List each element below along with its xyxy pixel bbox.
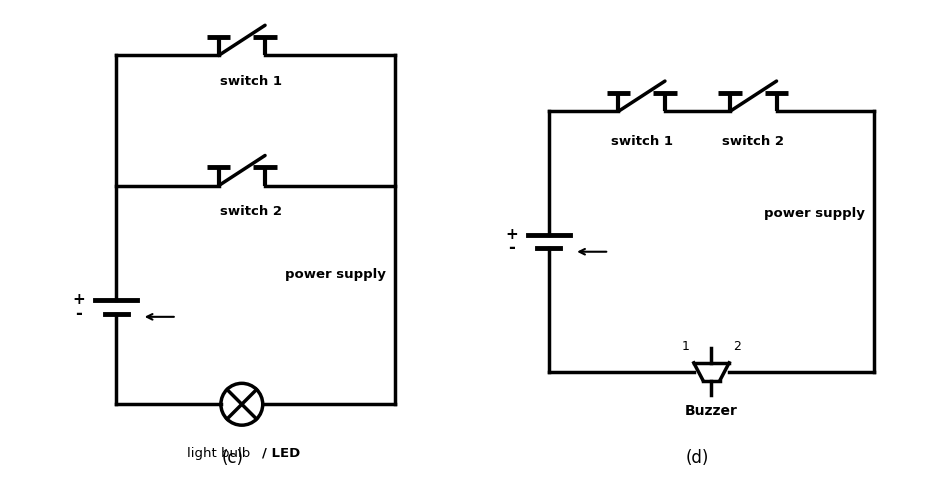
Text: (d): (d) [685,449,710,467]
Text: switch 1: switch 1 [220,74,282,87]
Text: switch 2: switch 2 [723,135,784,148]
Text: +: + [505,227,518,242]
Text: 2: 2 [733,340,741,353]
Text: power supply: power supply [286,268,386,281]
Text: -: - [75,305,83,323]
Text: light bulb: light bulb [187,447,250,460]
Text: +: + [73,292,86,307]
Text: -: - [508,240,515,257]
Text: (c): (c) [221,449,244,467]
Text: / LED: / LED [262,447,300,460]
Text: Buzzer: Buzzer [685,404,737,418]
Text: switch 2: switch 2 [220,205,282,218]
Text: power supply: power supply [764,207,865,220]
Text: 1: 1 [682,340,690,353]
Text: switch 1: switch 1 [611,135,672,148]
